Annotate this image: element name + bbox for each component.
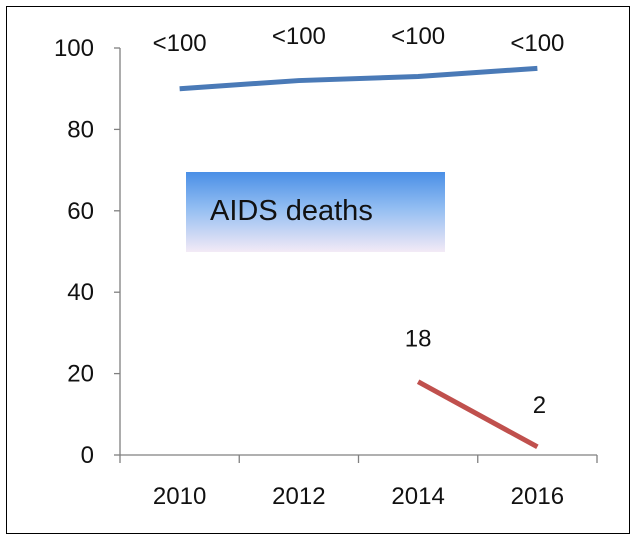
- series-line-1: [416, 379, 539, 450]
- data-label: <100: [153, 30, 207, 57]
- y-tick-label: 40: [67, 279, 94, 306]
- data-label: <100: [510, 30, 564, 57]
- y-tick-label: 100: [54, 35, 94, 62]
- y-tick-label: 80: [67, 116, 94, 143]
- data-label: 18: [405, 326, 432, 353]
- y-tick-label: 0: [81, 442, 94, 469]
- chart-frame: [6, 6, 630, 534]
- data-label: 2: [533, 392, 546, 419]
- x-ticks: 2010 2012 2014 2016: [119, 455, 598, 510]
- annotation-box: AIDS deaths: [186, 172, 445, 252]
- x-tick-label: 2010: [153, 483, 206, 510]
- annotation-background: [186, 172, 445, 252]
- series-line-0: [179, 65, 538, 92]
- x-tick-label: 2012: [272, 483, 325, 510]
- annotation-text: AIDS deaths: [210, 195, 373, 227]
- data-label: <100: [391, 23, 445, 50]
- x-tick-label: 2016: [511, 483, 564, 510]
- y-tick-label: 20: [67, 361, 94, 388]
- y-ticks: 0 20 40 60 80 100: [54, 35, 120, 469]
- data-label: <100: [272, 23, 326, 50]
- y-tick-label: 60: [67, 198, 94, 225]
- series-layer: <100 <100 <100 <100 18 2: [153, 23, 564, 450]
- x-tick-label: 2014: [391, 483, 444, 510]
